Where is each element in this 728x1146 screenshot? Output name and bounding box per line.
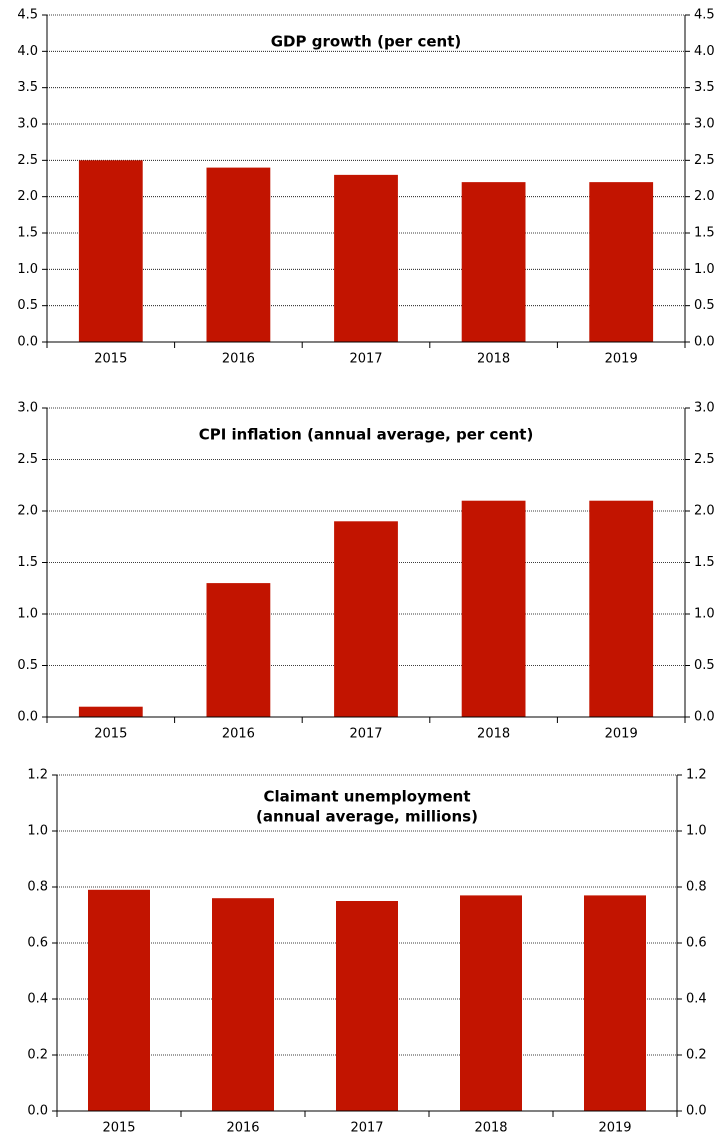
y2-tick-label: 4.5 xyxy=(694,8,715,23)
y-tick-label: 0.2 xyxy=(27,1048,48,1063)
y-tick-label: 1.0 xyxy=(17,607,38,622)
bar xyxy=(461,182,526,342)
x-tick-label: 2018 xyxy=(474,1121,507,1136)
y-tick-label: 2.0 xyxy=(17,189,38,204)
x-tick-label: 2019 xyxy=(605,727,638,742)
bar xyxy=(206,583,271,717)
x-tick-label: 2016 xyxy=(222,352,255,367)
bar xyxy=(336,901,398,1111)
y2-tick-label: 1.0 xyxy=(694,607,715,622)
x-tick-label: 2018 xyxy=(477,727,510,742)
y2-tick-label: 0.6 xyxy=(686,936,707,951)
y2-tick-label: 0.4 xyxy=(686,992,707,1007)
y2-tick-label: 0.0 xyxy=(694,710,715,725)
x-tick-label: 2016 xyxy=(222,727,255,742)
y2-tick-label: 2.5 xyxy=(694,452,715,467)
y2-tick-label: 0.5 xyxy=(694,298,715,313)
x-tick-label: 2015 xyxy=(102,1121,135,1136)
y-tick-label: 0.8 xyxy=(27,880,48,895)
y-tick-label: 0.4 xyxy=(27,992,48,1007)
y2-tick-label: 0.2 xyxy=(686,1048,707,1063)
y-tick-label: 1.0 xyxy=(17,262,38,277)
y-tick-label: 2.5 xyxy=(17,452,38,467)
x-tick-label: 2019 xyxy=(605,352,638,367)
y-tick-label: 1.0 xyxy=(27,824,48,839)
chart-title: CPI inflation (annual average, per cent) xyxy=(199,426,534,444)
y-tick-label: 0.0 xyxy=(27,1104,48,1119)
y2-tick-label: 2.0 xyxy=(694,504,715,519)
y-tick-label: 3.0 xyxy=(17,401,38,416)
y-tick-label: 0.5 xyxy=(17,658,38,673)
bar xyxy=(584,895,646,1111)
chart-title: (annual average, millions) xyxy=(256,808,478,826)
x-tick-label: 2015 xyxy=(94,727,127,742)
y2-tick-label: 0.0 xyxy=(686,1104,707,1119)
y2-tick-label: 1.0 xyxy=(686,824,707,839)
bar xyxy=(88,889,150,1111)
chart-title: Claimant unemployment xyxy=(263,788,470,806)
y2-tick-label: 0.8 xyxy=(686,880,707,895)
bar xyxy=(460,895,522,1111)
x-tick-label: 2019 xyxy=(598,1121,631,1136)
x-tick-label: 2017 xyxy=(349,727,382,742)
bar xyxy=(334,521,398,717)
y2-tick-label: 1.0 xyxy=(694,262,715,277)
y-tick-label: 0.0 xyxy=(17,710,38,725)
y2-tick-label: 3.0 xyxy=(694,401,715,416)
y2-tick-label: 4.0 xyxy=(694,44,715,59)
y-tick-label: 3.0 xyxy=(17,117,38,132)
bar xyxy=(206,167,271,342)
y2-tick-label: 1.2 xyxy=(686,768,707,783)
y2-tick-label: 0.5 xyxy=(694,658,715,673)
x-tick-label: 2016 xyxy=(226,1121,259,1136)
bar xyxy=(334,174,398,342)
x-tick-label: 2017 xyxy=(349,352,382,367)
y-tick-label: 4.0 xyxy=(17,44,38,59)
y-tick-label: 1.2 xyxy=(27,768,48,783)
bar xyxy=(589,500,654,717)
bar xyxy=(78,706,143,717)
bar xyxy=(78,160,143,342)
y2-tick-label: 1.5 xyxy=(694,555,715,570)
y-tick-label: 0.6 xyxy=(27,936,48,951)
bar xyxy=(589,182,654,342)
y2-tick-label: 1.5 xyxy=(694,226,715,241)
y-tick-label: 2.0 xyxy=(17,504,38,519)
y2-tick-label: 2.5 xyxy=(694,153,715,168)
y2-tick-label: 0.0 xyxy=(694,335,715,350)
y-tick-label: 1.5 xyxy=(17,555,38,570)
x-tick-label: 2015 xyxy=(94,352,127,367)
bar xyxy=(461,500,526,717)
y2-tick-label: 3.0 xyxy=(694,117,715,132)
y-tick-label: 0.5 xyxy=(17,298,38,313)
y-tick-label: 1.5 xyxy=(17,226,38,241)
x-tick-label: 2017 xyxy=(350,1121,383,1136)
y-tick-label: 2.5 xyxy=(17,153,38,168)
x-tick-label: 2018 xyxy=(477,352,510,367)
y-tick-label: 3.5 xyxy=(17,80,38,95)
y2-tick-label: 2.0 xyxy=(694,189,715,204)
bar xyxy=(212,898,274,1111)
y-tick-label: 4.5 xyxy=(17,8,38,23)
y2-tick-label: 3.5 xyxy=(694,80,715,95)
y-tick-label: 0.0 xyxy=(17,335,38,350)
chart-title: GDP growth (per cent) xyxy=(271,33,462,51)
